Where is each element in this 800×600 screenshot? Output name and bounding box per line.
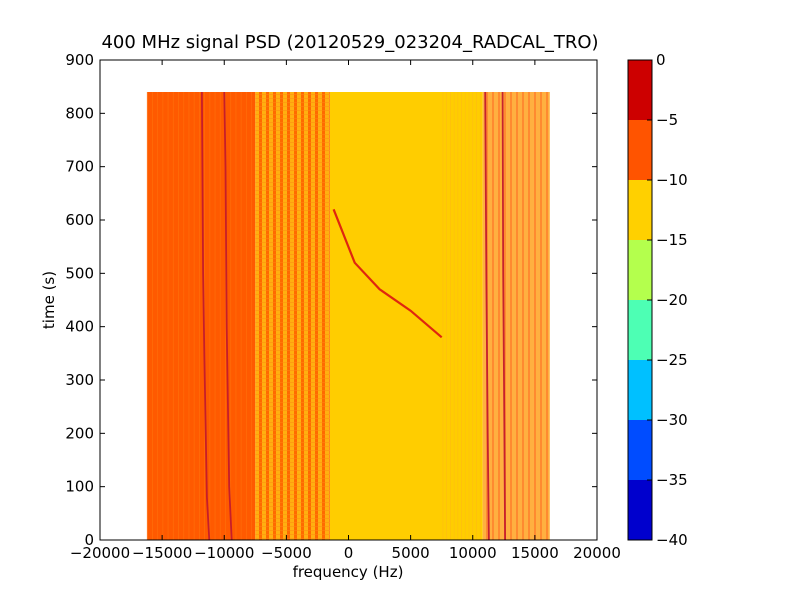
heatmap-region xyxy=(329,92,483,540)
colorbar-band xyxy=(628,120,652,180)
x-tick-label: 10000 xyxy=(449,544,497,562)
heatmap-region xyxy=(147,92,256,540)
signal-line xyxy=(201,91,211,541)
colorbar-band xyxy=(628,240,652,300)
x-axis-ticks: −20000 −15000 −10000 −5000 0 5000 10000 15000 20… xyxy=(70,60,621,562)
chart-title: 400 MHz signal PSD (20120529_023204_RADC… xyxy=(101,32,598,53)
colorbar-tick-label: −15 xyxy=(656,231,688,249)
heatmap-region xyxy=(482,92,550,540)
x-axis-label: frequency (Hz) xyxy=(293,563,404,581)
signal-line xyxy=(332,208,443,339)
signal-line xyxy=(484,91,490,541)
x-tick-label: −15000 xyxy=(132,544,192,562)
colorbar-tick-label: −35 xyxy=(656,471,688,489)
x-tick-label: 0 xyxy=(344,544,354,562)
colorbar: −40 −35 −30 −25 −20 −15 −10 −5 0 xyxy=(627,51,688,549)
y-tick-label: 100 xyxy=(65,478,94,496)
colorbar-band xyxy=(628,420,652,480)
x-tick-label: −20000 xyxy=(70,544,130,562)
y-tick-label: 300 xyxy=(65,371,94,389)
y-axis-ticks: 0 100 200 300 400 500 600 700 800 900 xyxy=(65,51,597,549)
colorbar-tick-label: −25 xyxy=(656,351,688,369)
signal-line xyxy=(223,91,233,541)
y-tick-label: 200 xyxy=(65,424,94,442)
y-tick-label: 0 xyxy=(84,531,94,549)
colorbar-tick-label: −5 xyxy=(656,111,678,129)
x-tick-label: 15000 xyxy=(511,544,559,562)
colorbar-band xyxy=(628,300,652,360)
y-tick-label: 800 xyxy=(65,104,94,122)
y-tick-label: 900 xyxy=(65,51,94,69)
signal-lines xyxy=(201,91,506,541)
y-tick-label: 600 xyxy=(65,211,94,229)
x-tick-label: 5000 xyxy=(392,544,430,562)
y-tick-label: 500 xyxy=(65,264,94,282)
colorbar-tick-label: 0 xyxy=(656,51,666,69)
colorbar-tick-label: −20 xyxy=(656,291,688,309)
colorbar-band xyxy=(628,480,652,540)
colorbar-tick-label: −30 xyxy=(656,411,688,429)
x-tick-label: 20000 xyxy=(573,544,621,562)
x-tick-label: −10000 xyxy=(194,544,254,562)
colorbar-tick-label: −40 xyxy=(656,531,688,549)
x-tick-label: −5000 xyxy=(261,544,312,562)
colorbar-band xyxy=(628,180,652,240)
colorbar-band xyxy=(628,360,652,420)
heatmap-region xyxy=(255,92,330,540)
colorbar-tick-label: −10 xyxy=(656,171,688,189)
heatmap-area xyxy=(146,92,550,540)
colorbar-band xyxy=(628,60,652,120)
y-axis-label: time (s) xyxy=(40,271,58,329)
y-tick-label: 400 xyxy=(65,318,94,336)
y-tick-label: 700 xyxy=(65,158,94,176)
signal-line xyxy=(501,91,506,541)
